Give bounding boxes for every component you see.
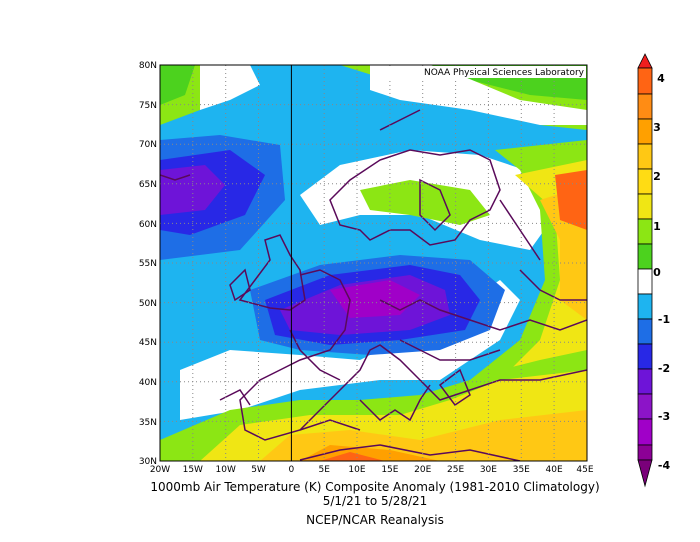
lon-tick-labels: 20W 15W 10W 5W 0 5E 10E 15E 20E 25E 30E … bbox=[150, 465, 594, 475]
lon-tick-label: 15W bbox=[183, 465, 203, 475]
colorbar-segment bbox=[637, 93, 653, 120]
colorbar-segment bbox=[637, 343, 653, 370]
colorbar-labels: 4 3 2 1 0 -1 -2 -3 -4 bbox=[653, 72, 670, 472]
colorbar-segment bbox=[637, 118, 653, 145]
colorbar-segment bbox=[637, 444, 653, 461]
colorbar-bottom-arrow bbox=[637, 459, 653, 488]
lon-tick-label: 35E bbox=[513, 465, 530, 475]
lon-tick-label: 10E bbox=[348, 465, 365, 475]
lat-tick-label: 75N bbox=[139, 101, 157, 111]
lat-tick-labels: 80N 75N 70N 65N 60N 55N 50N 45N 40N 35N … bbox=[139, 61, 157, 467]
colorbar-segment bbox=[637, 67, 653, 95]
colorbar-segment bbox=[637, 293, 653, 320]
lon-tick-label: 45E bbox=[576, 465, 593, 475]
colorbar-label: 3 bbox=[653, 121, 661, 134]
lat-tick-label: 65N bbox=[139, 180, 157, 190]
colorbar-label: -3 bbox=[658, 410, 670, 423]
lat-tick-label: 60N bbox=[139, 220, 157, 230]
credit-text: NOAA Physical Sciences Laboratory bbox=[424, 68, 585, 78]
colorbar-segment bbox=[637, 193, 653, 220]
colorbar-label: -1 bbox=[658, 313, 670, 326]
colorbar-segment bbox=[637, 243, 653, 270]
lon-tick-label: 20E bbox=[414, 465, 431, 475]
lon-tick-label: 0 bbox=[289, 465, 295, 475]
caption-line-3: NCEP/NCAR Reanalysis bbox=[306, 513, 444, 527]
colorbar-label: 4 bbox=[657, 72, 665, 85]
lat-tick-label: 30N bbox=[139, 457, 157, 467]
lat-tick-label: 55N bbox=[139, 259, 157, 269]
lon-tick-label: 5E bbox=[318, 465, 330, 475]
lon-tick-label: 15E bbox=[381, 465, 398, 475]
colorbar-segment bbox=[637, 143, 653, 170]
lon-tick-label: 5W bbox=[251, 465, 266, 475]
colorbar-label: 1 bbox=[653, 220, 661, 233]
colorbar-label: 2 bbox=[653, 170, 661, 183]
lat-tick-label: 70N bbox=[139, 140, 157, 150]
colorbar-label: 0 bbox=[653, 266, 661, 279]
caption-line-2: 5/1/21 to 5/28/21 bbox=[322, 494, 428, 508]
lat-tick-label: 80N bbox=[139, 61, 157, 71]
lat-tick-label: 40N bbox=[139, 378, 157, 388]
lat-tick-label: 45N bbox=[139, 338, 157, 348]
colorbar-segment bbox=[637, 318, 653, 345]
lon-tick-label: 20W bbox=[150, 465, 170, 475]
colorbar bbox=[637, 53, 653, 488]
caption-line-1: 1000mb Air Temperature (K) Composite Ano… bbox=[150, 480, 600, 494]
lon-tick-label: 25E bbox=[447, 465, 464, 475]
colorbar-segment bbox=[637, 268, 653, 295]
colorbar-segment bbox=[637, 168, 653, 195]
lat-tick-label: 50N bbox=[139, 299, 157, 309]
plot-frame bbox=[159, 64, 588, 462]
colorbar-label: -4 bbox=[658, 459, 671, 472]
coastlines bbox=[160, 109, 587, 461]
colorbar-segment bbox=[637, 218, 653, 245]
colorbar-segment bbox=[637, 393, 653, 420]
lat-tick-label: 35N bbox=[139, 418, 157, 428]
colorbar-label: -2 bbox=[658, 362, 670, 375]
colorbar-segment bbox=[637, 418, 653, 446]
lon-tick-label: 40E bbox=[546, 465, 563, 475]
credit-box bbox=[384, 66, 586, 78]
lon-tick-label: 30E bbox=[480, 465, 497, 475]
colorbar-segment bbox=[637, 368, 653, 395]
colorbar-top-arrow bbox=[637, 53, 653, 69]
lon-tick-label: 10W bbox=[216, 465, 236, 475]
